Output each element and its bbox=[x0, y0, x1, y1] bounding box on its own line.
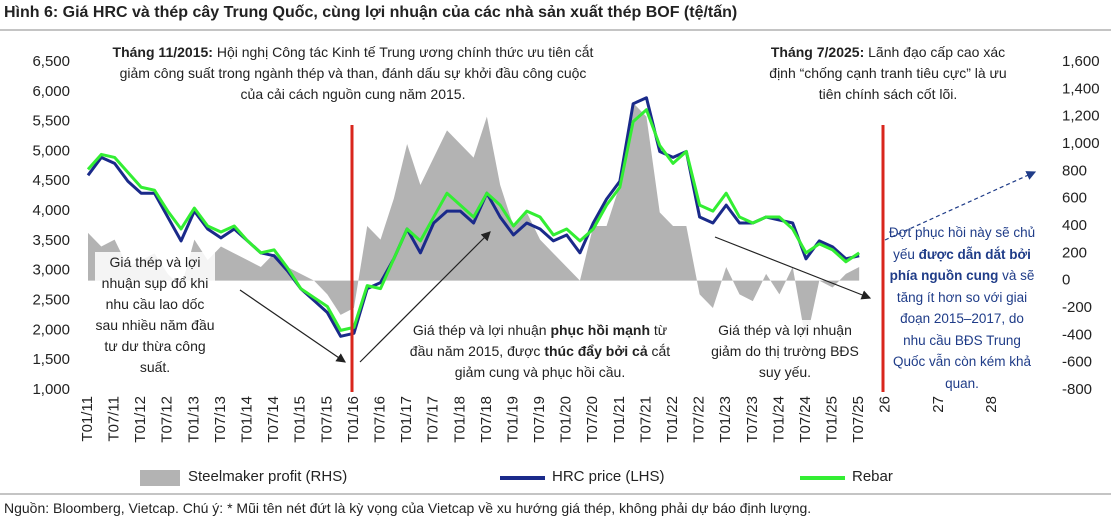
legend-label: HRC price (LHS) bbox=[552, 468, 665, 485]
x-tick-label: T01/11 bbox=[79, 396, 96, 442]
y2-tick-label: 0 bbox=[1062, 272, 1070, 289]
x-tick-label: 28 bbox=[983, 396, 1000, 413]
plot-area: 1,000 1,500 2,000 2,500 3,000 3,500 4,000 4,500… bbox=[32, 53, 1099, 443]
annotation-text: Tháng 11/2015: bbox=[112, 44, 213, 60]
y-tick-label: 4,000 bbox=[32, 202, 70, 219]
y-tick-label: 6,000 bbox=[32, 83, 70, 100]
y2-tick-label: -600 bbox=[1062, 354, 1092, 371]
x-tick-label: 27 bbox=[930, 396, 947, 413]
y2-tick-label: 1,200 bbox=[1062, 108, 1100, 125]
y2-tick-label: 1,600 bbox=[1062, 53, 1100, 70]
x-tick-label: T01/21 bbox=[611, 396, 628, 443]
annotation-text: Giá thép và lợi nhuận sụp đổ khi nhu cầu… bbox=[95, 254, 215, 375]
x-tick-label: T01/24 bbox=[770, 396, 787, 443]
annotation-text: Lãnh đạo cấp cao xác định “chống cạnh tr… bbox=[769, 44, 1007, 102]
y2-tick-label: 400 bbox=[1062, 217, 1087, 234]
x-tick-label: T07/24 bbox=[797, 396, 814, 443]
y-tick-label: 4,500 bbox=[32, 172, 70, 189]
price-line bbox=[86, 96, 860, 338]
annotation-text: thúc đẩy bởi cả bbox=[544, 343, 648, 359]
annotation: Giá thép và lợi nhuận sụp đổ khi nhu cầu… bbox=[95, 252, 215, 378]
x-tick-label: T07/16 bbox=[371, 396, 388, 443]
x-tick-label: T07/19 bbox=[531, 396, 548, 443]
annotation-text: được dẫn dắt bởi phía nguồn cung bbox=[889, 246, 1031, 284]
annotation-text: cắt giảm cung và phục hồi cầu. bbox=[454, 343, 671, 380]
legend-label: Rebar bbox=[852, 468, 893, 485]
x-tick-label: T01/20 bbox=[558, 396, 575, 443]
y-tick-label: 6,500 bbox=[32, 53, 70, 70]
x-tick-label: T07/15 bbox=[318, 396, 335, 443]
annotation-text: từ đầu năm 2015, được bbox=[409, 322, 668, 359]
source-note: Nguồn: Bloomberg, Vietcap. Chú ý: * Mũi … bbox=[4, 500, 812, 516]
x-tick-label: T07/11 bbox=[106, 396, 123, 442]
y-tick-label: 2,500 bbox=[32, 292, 70, 309]
x-tick-label: T07/17 bbox=[425, 396, 442, 443]
x-tick-label: T07/13 bbox=[212, 396, 229, 443]
chart-title: Hình 6: Giá HRC và thép cây Trung Quốc, … bbox=[4, 4, 738, 21]
x-tick-label: T01/23 bbox=[717, 396, 734, 443]
x-tick-label: T01/16 bbox=[345, 396, 362, 443]
y2-tick-label: -400 bbox=[1062, 326, 1092, 343]
x-tick-label: T07/25 bbox=[850, 396, 867, 443]
y2-tick-label: 1,000 bbox=[1062, 135, 1100, 152]
annotation: Giá thép và lợi nhuận giảm do thị trường… bbox=[710, 320, 860, 383]
y2-tick-label: 200 bbox=[1062, 244, 1087, 261]
x-tick-label: T07/22 bbox=[691, 396, 708, 443]
x-tick-label: T07/20 bbox=[584, 396, 601, 443]
trend-arrow bbox=[714, 236, 872, 300]
annotation: Giá thép và lợi nhuận phục hồi mạnh từ đ… bbox=[405, 320, 675, 383]
x-tick-label: T01/18 bbox=[451, 396, 468, 443]
annotation-text: và sẽ tăng ít hơn so với giai đoạn 2015–… bbox=[892, 268, 1035, 391]
y2-tick-label: 1,400 bbox=[1062, 80, 1100, 97]
x-tick-label: T07/23 bbox=[744, 396, 761, 443]
annotation-text: Hội nghị Công tác Kinh tế Trung ương chí… bbox=[119, 44, 594, 102]
annotation-text: phục hồi mạnh bbox=[550, 322, 650, 338]
x-tick-label: T07/18 bbox=[478, 396, 495, 443]
x-tick-label: T01/17 bbox=[398, 396, 415, 443]
x-tick-label: T07/14 bbox=[265, 396, 282, 443]
trend-arrow bbox=[359, 231, 491, 363]
x-tick-label: T07/12 bbox=[159, 396, 176, 443]
legend-label: Steelmaker profit (RHS) bbox=[188, 468, 348, 485]
y-tick-label: 1,000 bbox=[32, 381, 70, 398]
x-tick-label: T01/15 bbox=[292, 396, 309, 443]
legend-swatch bbox=[140, 470, 180, 486]
annotation: Đợt phục hồi này sẽ chủ yếu được dẫn dắt… bbox=[888, 222, 1036, 394]
y-tick-label: 5,500 bbox=[32, 113, 70, 130]
x-tick-label: T01/25 bbox=[824, 396, 841, 443]
annotation: Tháng 7/2025: Lãnh đạo cấp cao xác định … bbox=[758, 42, 1018, 105]
y-tick-label: 3,500 bbox=[32, 232, 70, 249]
annotation: Tháng 11/2015: Hội nghị Công tác Kinh tế… bbox=[108, 42, 598, 105]
y-tick-label: 5,000 bbox=[32, 142, 70, 159]
trend-arrow bbox=[239, 289, 346, 363]
y2-tick-label: -200 bbox=[1062, 299, 1092, 316]
y2-tick-label: 800 bbox=[1062, 162, 1087, 179]
annotation-text: Đợt phục hồi này sẽ chủ yếu bbox=[888, 225, 1036, 262]
x-tick-label: T01/19 bbox=[504, 396, 521, 443]
y-tick-label: 3,000 bbox=[32, 262, 70, 279]
price-line bbox=[86, 108, 861, 332]
annotation-text: Giá thép và lợi nhuận bbox=[412, 322, 551, 338]
x-tick-label: T01/22 bbox=[664, 396, 681, 443]
annotation-text: Tháng 7/2025: bbox=[770, 44, 865, 60]
y2-tick-label: 600 bbox=[1062, 190, 1087, 207]
x-tick-label: T01/12 bbox=[132, 396, 149, 443]
x-tick-label: 26 bbox=[877, 396, 894, 413]
y2-tick-label: -800 bbox=[1062, 381, 1092, 398]
x-tick-label: T01/13 bbox=[185, 396, 202, 443]
y-tick-label: 1,500 bbox=[32, 351, 70, 368]
annotation-text: Giá thép và lợi nhuận giảm do thị trường… bbox=[711, 322, 859, 380]
x-tick-label: T07/21 bbox=[637, 396, 654, 443]
y-tick-label: 2,000 bbox=[32, 321, 70, 338]
x-tick-label: T01/14 bbox=[239, 396, 256, 443]
